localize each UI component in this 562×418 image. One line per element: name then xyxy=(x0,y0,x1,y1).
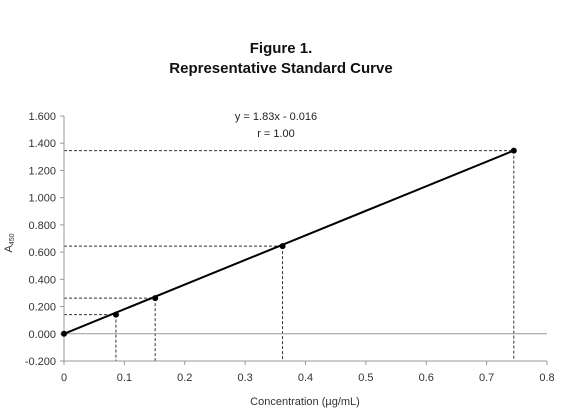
x-tick-label: 0.7 xyxy=(479,372,494,384)
data-point xyxy=(152,295,159,302)
y-axis-label-main: A xyxy=(3,245,15,253)
data-point xyxy=(510,147,517,154)
data-point xyxy=(61,330,67,337)
x-axis-label: Concentration (µg/mL) xyxy=(250,396,360,408)
guide-lines xyxy=(64,150,515,361)
y-axis-label-sub: 450 xyxy=(9,233,16,245)
figure-number: Figure 1. xyxy=(249,40,313,57)
y-tick-label: 0.400 xyxy=(28,274,56,286)
x-tick-label: 0.4 xyxy=(298,372,313,384)
y-tick-label: 0.000 xyxy=(28,329,56,341)
x-tick-labels: 0 0.1 0.2 0.3 0.4 0.5 0.6 0.7 0.8 xyxy=(61,372,555,384)
y-tick-label: 1.400 xyxy=(28,138,56,150)
y-tick-label: 0.800 xyxy=(28,220,56,232)
x-tick-label: 0.3 xyxy=(237,372,252,384)
x-tick-label: 0.5 xyxy=(358,372,373,384)
axes xyxy=(60,115,548,365)
y-tick-label: 1.600 xyxy=(28,111,56,123)
data-point xyxy=(279,243,286,250)
y-tick-label: 0.600 xyxy=(28,247,56,259)
y-axis-label: A450 xyxy=(3,233,16,252)
y-tick-label: 1.000 xyxy=(28,193,56,205)
x-tick-label: 0 xyxy=(61,372,67,384)
equation-label: y = 1.83x - 0.016 xyxy=(235,111,317,123)
x-tick-label: 0.1 xyxy=(117,372,132,384)
data-points xyxy=(61,147,517,337)
y-axis-label-group: A450 xyxy=(3,233,16,252)
fit-line xyxy=(63,149,515,335)
y-tick-labels: -0.200 0.000 0.200 0.400 0.600 0.800 1.000 1.20… xyxy=(25,111,56,368)
y-tick-label: -0.200 xyxy=(25,356,56,368)
x-tick-label: 0.2 xyxy=(177,372,192,384)
y-tick-label: 0.200 xyxy=(28,302,56,314)
x-tick-label: 0.6 xyxy=(419,372,434,384)
data-point xyxy=(112,311,119,318)
r-value-label: r = 1.00 xyxy=(257,128,295,140)
y-tick-label: 1.200 xyxy=(28,165,56,177)
x-tick-label: 0.8 xyxy=(539,372,554,384)
chart-title: Representative Standard Curve xyxy=(169,60,393,77)
